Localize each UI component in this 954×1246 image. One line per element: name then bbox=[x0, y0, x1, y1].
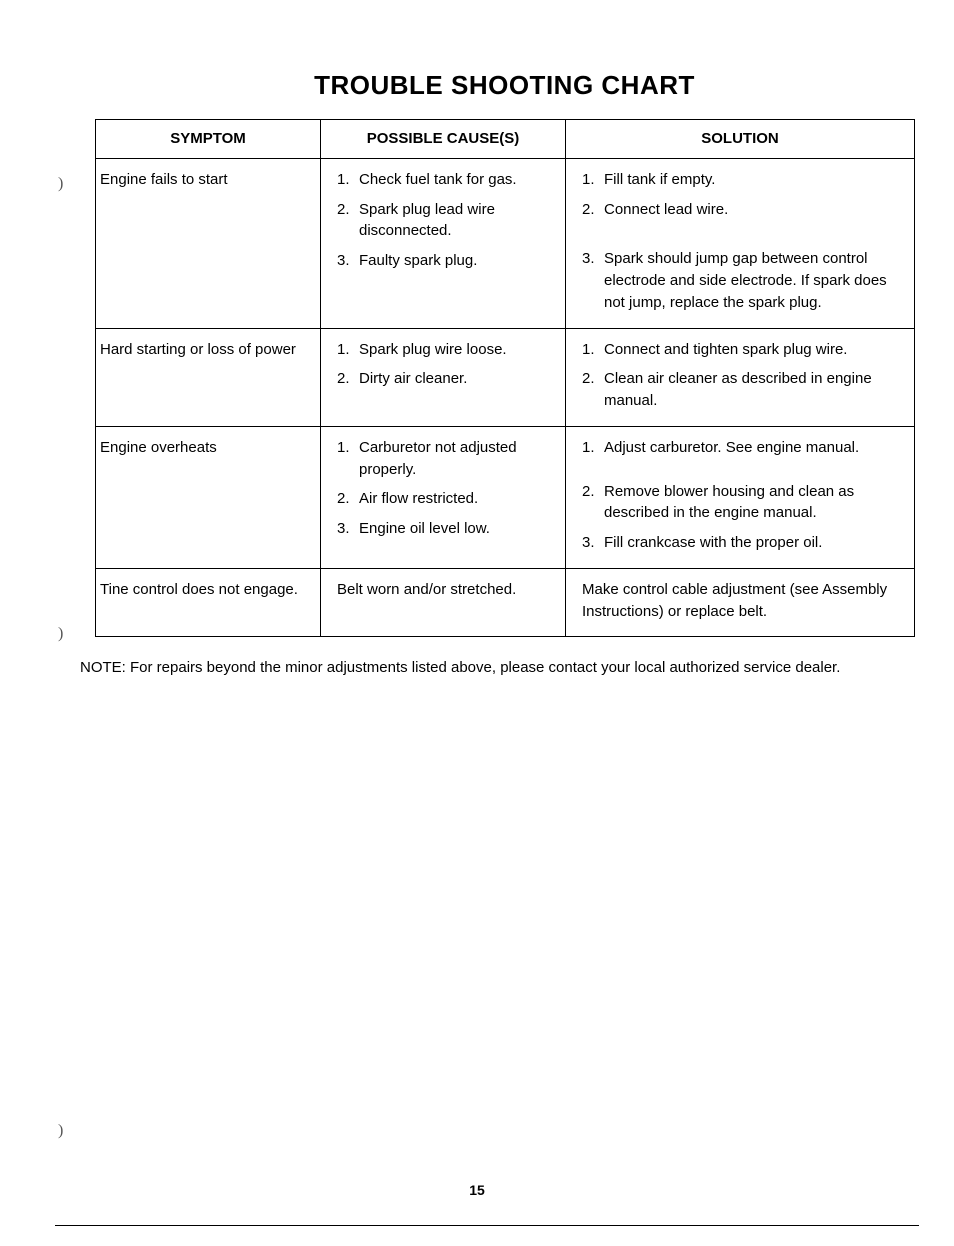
solution-cell: 1.Connect and tighten spark plug wire. 2… bbox=[566, 328, 915, 426]
solution-item: Remove blower housing and clean as descr… bbox=[604, 483, 854, 522]
solution-cell: 1.Adjust carburetor. See engine manual. … bbox=[566, 426, 915, 568]
symptom-cell: Engine fails to start bbox=[96, 158, 321, 328]
solution-item: Make control cable adjustment (see Assem… bbox=[582, 579, 904, 623]
table-header-row: SYMPTOM POSSIBLE CAUSE(S) SOLUTION bbox=[96, 120, 915, 159]
note-text: NOTE: For repairs beyond the minor adjus… bbox=[80, 657, 914, 678]
cause-cell: 1.Spark plug wire loose. 2.Dirty air cle… bbox=[321, 328, 566, 426]
page-title: TROUBLE SHOOTING CHART bbox=[95, 70, 914, 101]
solution-item: Fill tank if empty. bbox=[604, 171, 715, 188]
table-row: Engine fails to start 1.Check fuel tank … bbox=[96, 158, 915, 328]
solution-item: Connect and tighten spark plug wire. bbox=[604, 341, 847, 358]
solution-item: Fill crankcase with the proper oil. bbox=[604, 534, 822, 551]
symptom-cell: Engine overheats bbox=[96, 426, 321, 568]
cause-item: Check fuel tank for gas. bbox=[359, 171, 517, 188]
solution-cell: Make control cable adjustment (see Assem… bbox=[566, 568, 915, 637]
table-row: Tine control does not engage. Belt worn … bbox=[96, 568, 915, 637]
col-cause: POSSIBLE CAUSE(S) bbox=[321, 120, 566, 159]
cause-item: Belt worn and/or stretched. bbox=[337, 579, 555, 601]
col-symptom: SYMPTOM bbox=[96, 120, 321, 159]
page-number: 15 bbox=[0, 1182, 954, 1198]
stray-mark: ) bbox=[58, 175, 63, 193]
solution-item: Clean air cleaner as described in engine… bbox=[604, 370, 872, 409]
symptom-cell: Hard starting or loss of power bbox=[96, 328, 321, 426]
cause-item: Spark plug lead wire disconnected. bbox=[359, 201, 495, 240]
cause-item: Spark plug wire loose. bbox=[359, 341, 507, 358]
solution-cell: 1.Fill tank if empty. 2.Connect lead wir… bbox=[566, 158, 915, 328]
stray-mark: ) bbox=[58, 1122, 63, 1140]
cause-cell: Belt worn and/or stretched. bbox=[321, 568, 566, 637]
cause-item: Engine oil level low. bbox=[359, 520, 490, 537]
table-row: Engine overheats 1.Carburetor not adjust… bbox=[96, 426, 915, 568]
cause-item: Dirty air cleaner. bbox=[359, 370, 467, 387]
solution-item: Spark should jump gap between control el… bbox=[604, 250, 887, 311]
cause-cell: 1.Carburetor not adjusted properly. 2.Ai… bbox=[321, 426, 566, 568]
footer-rule bbox=[55, 1225, 919, 1226]
cause-item: Faulty spark plug. bbox=[359, 252, 477, 269]
symptom-cell: Tine control does not engage. bbox=[96, 568, 321, 637]
col-solution: SOLUTION bbox=[566, 120, 915, 159]
cause-item: Carburetor not adjusted properly. bbox=[359, 439, 517, 478]
stray-mark: ) bbox=[58, 625, 63, 643]
solution-item: Adjust carburetor. See engine manual. bbox=[604, 439, 859, 456]
solution-item: Connect lead wire. bbox=[604, 201, 728, 218]
table-row: Hard starting or loss of power 1.Spark p… bbox=[96, 328, 915, 426]
troubleshooting-table: SYMPTOM POSSIBLE CAUSE(S) SOLUTION Engin… bbox=[95, 119, 915, 637]
cause-item: Air flow restricted. bbox=[359, 490, 478, 507]
cause-cell: 1.Check fuel tank for gas. 2.Spark plug … bbox=[321, 158, 566, 328]
